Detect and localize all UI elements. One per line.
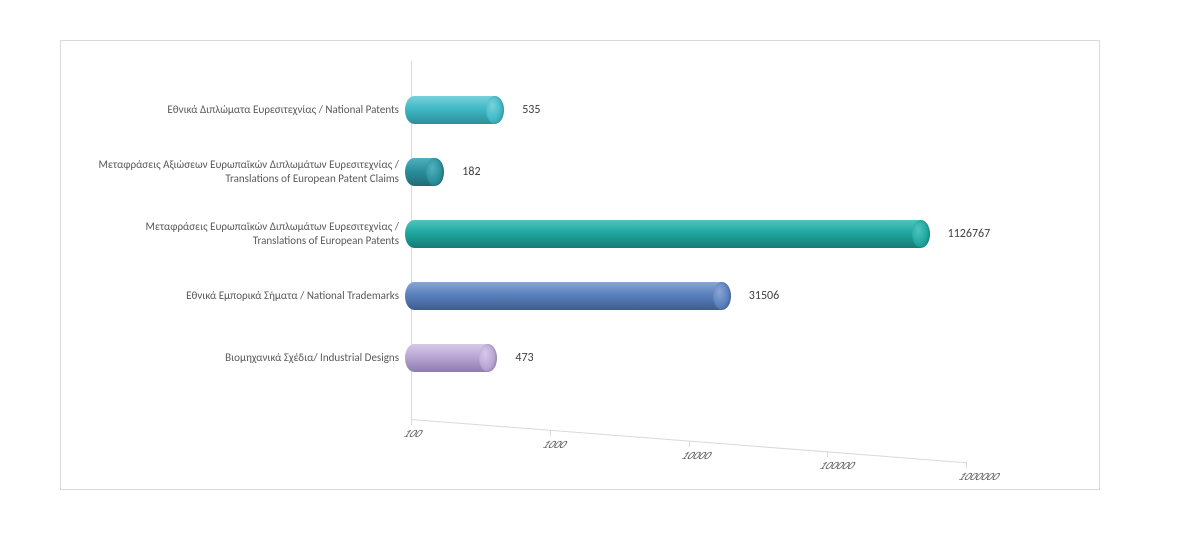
category-label-line1: Μεταφράσεις Ευρωπαϊκών Διπλωμάτων Ευρεσι…	[69, 220, 399, 234]
bar-row: Εθνικά Εμπορικά Σήματα / National Tradem…	[61, 265, 1099, 327]
x-tick-mark	[966, 462, 967, 468]
bar-row: Μεταφράσεις Ευρωπαϊκών Διπλωμάτων Ευρεσι…	[61, 203, 1099, 265]
value-label: 473	[515, 351, 533, 365]
category-label-line1: Βιομηχανικά Σχέδια/ Industrial Designs	[69, 351, 399, 365]
bar	[405, 220, 930, 248]
bar	[405, 158, 444, 186]
category-label-line2: Translations of European Patent Claims	[69, 172, 399, 186]
x-tick-label: 1000000	[956, 470, 1004, 483]
x-tick-label: 100000	[817, 459, 860, 472]
bar	[405, 344, 497, 372]
x-tick-label: 100	[400, 427, 426, 440]
category-label-line1: Μεταφράσεις Αξιώσεων Ευρωπαϊκών Διπλωμάτ…	[69, 158, 399, 172]
category-label: Μεταφράσεις Αξιώσεων Ευρωπαϊκών Διπλωμάτ…	[69, 158, 399, 186]
value-label: 1126767	[948, 227, 991, 241]
bar-row: Βιομηχανικά Σχέδια/ Industrial Designs 47…	[61, 327, 1099, 389]
x-tick-label: 10000	[678, 449, 715, 462]
bar	[405, 282, 731, 310]
value-label: 31506	[749, 289, 779, 303]
category-label: Βιομηχανικά Σχέδια/ Industrial Designs	[69, 351, 399, 365]
category-label-line2: Translations of European Patents	[69, 234, 399, 248]
category-label: Εθνικά Εμπορικά Σήματα / National Tradem…	[69, 289, 399, 303]
chart-canvas: Εθνικά Διπλώματα Ευρεσιτεχνίας / Nationa…	[0, 0, 1200, 536]
value-label: 182	[462, 165, 480, 179]
category-label-line1: Εθνικά Εμπορικά Σήματα / National Tradem…	[69, 289, 399, 303]
value-label: 535	[522, 103, 540, 117]
bar-row: Μεταφράσεις Αξιώσεων Ευρωπαϊκών Διπλωμάτ…	[61, 141, 1099, 203]
category-label: Μεταφράσεις Ευρωπαϊκών Διπλωμάτων Ευρεσι…	[69, 220, 399, 248]
category-label: Εθνικά Διπλώματα Ευρεσιτεχνίας / Nationa…	[69, 103, 399, 117]
bar	[405, 96, 504, 124]
x-tick-label: 1000	[539, 438, 570, 451]
chart-panel: Εθνικά Διπλώματα Ευρεσιτεχνίας / Nationa…	[60, 40, 1100, 490]
category-label-line1: Εθνικά Διπλώματα Ευρεσιτεχνίας / Nationa…	[69, 103, 399, 117]
bar-row: Εθνικά Διπλώματα Ευρεσιτεχνίας / Nationa…	[61, 79, 1099, 141]
